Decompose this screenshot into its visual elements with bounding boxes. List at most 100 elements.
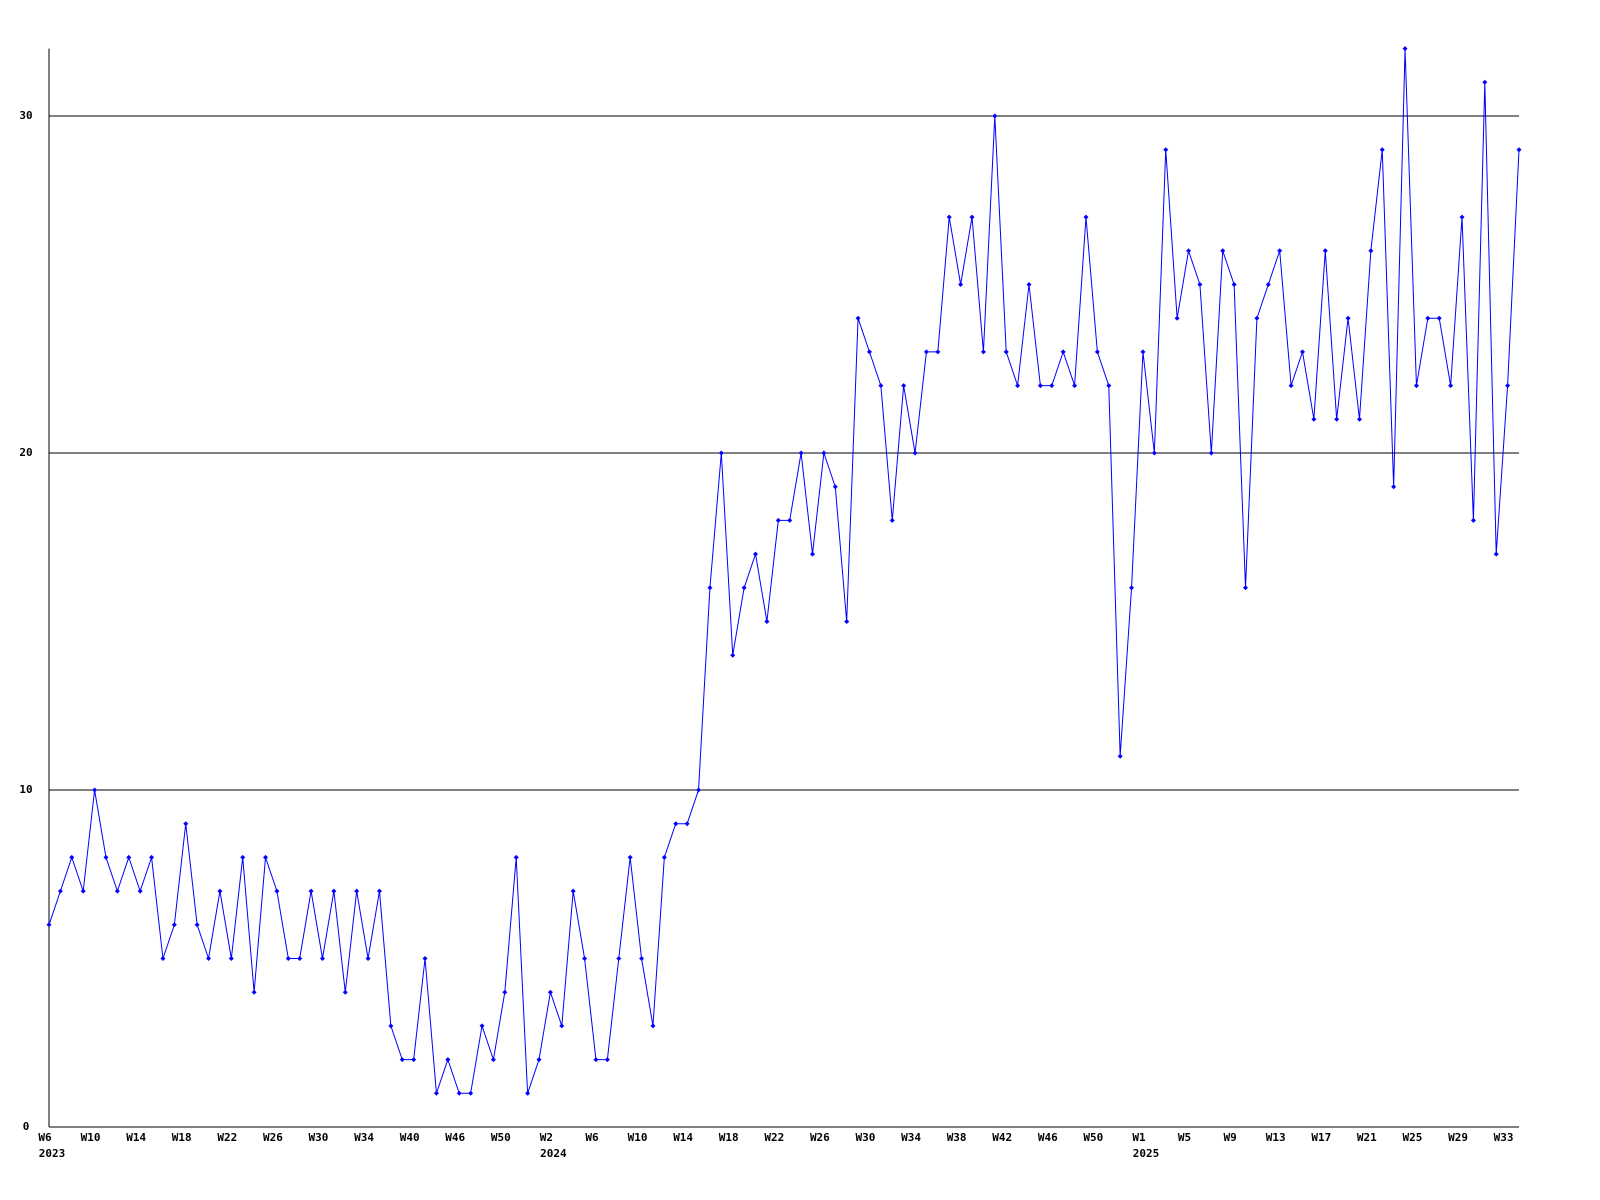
- x-tick-label: W30: [856, 1131, 876, 1144]
- data-point: [183, 821, 189, 827]
- x-year-label: 2025: [1133, 1147, 1160, 1160]
- data-point: [1322, 248, 1328, 254]
- data-point: [251, 989, 257, 995]
- data-point: [844, 619, 850, 624]
- x-tick-label: W33: [1494, 1131, 1514, 1144]
- x-tick-label: W50: [1083, 1131, 1103, 1144]
- x-tick-label: W10: [628, 1131, 648, 1144]
- data-point: [1106, 383, 1112, 389]
- data-point: [1516, 147, 1522, 153]
- data-point: [1505, 383, 1511, 389]
- data-point: [388, 1023, 394, 1029]
- data-point: [1220, 248, 1226, 254]
- data-point: [319, 956, 325, 961]
- data-point: [1265, 282, 1271, 287]
- data-point: [1129, 585, 1135, 591]
- x-tick-label: W25: [1403, 1131, 1423, 1144]
- data-point: [1243, 585, 1249, 591]
- data-point: [741, 585, 747, 591]
- data-point: [46, 922, 52, 928]
- data-point: [593, 1057, 599, 1063]
- x-tick-label: W13: [1266, 1131, 1286, 1144]
- x-tick-label: W26: [810, 1131, 830, 1144]
- data-point: [980, 349, 986, 355]
- data-point: [399, 1057, 405, 1063]
- data-point: [855, 315, 861, 321]
- data-point: [1288, 383, 1294, 389]
- data-point: [1459, 214, 1465, 220]
- data-point: [1402, 46, 1408, 52]
- x-tick-label: W29: [1448, 1131, 1468, 1144]
- data-point: [696, 787, 702, 793]
- data-point: [1345, 315, 1351, 321]
- x-tick-label: W34: [354, 1131, 374, 1144]
- data-point: [69, 854, 75, 860]
- data-point: [832, 484, 838, 490]
- data-point: [1151, 450, 1157, 456]
- data-point: [274, 888, 280, 894]
- data-point: [1072, 383, 1078, 389]
- data-point: [513, 854, 519, 860]
- data-point: [536, 1057, 542, 1063]
- data-point: [263, 854, 269, 860]
- x-tick-label: W22: [217, 1131, 237, 1144]
- data-point: [1368, 248, 1374, 254]
- data-point: [1037, 383, 1043, 389]
- data-point: [376, 888, 382, 894]
- data-point: [604, 1057, 610, 1063]
- data-point: [1413, 383, 1419, 389]
- data-point: [627, 854, 633, 860]
- x-tick-label: W26: [263, 1131, 283, 1144]
- data-point: [1436, 315, 1442, 321]
- data-point: [1003, 349, 1009, 355]
- data-point: [1208, 450, 1214, 456]
- data-point: [775, 517, 781, 523]
- data-point: [764, 619, 770, 624]
- x-tick-label: W46: [445, 1131, 465, 1144]
- x-tick-label: W6: [38, 1131, 52, 1144]
- data-point: [525, 1090, 531, 1096]
- data-point: [1163, 147, 1169, 153]
- x-year-label: 2024: [540, 1147, 567, 1160]
- data-point: [1049, 383, 1055, 389]
- data-point: [901, 383, 907, 389]
- data-point: [753, 551, 759, 557]
- data-point: [57, 888, 63, 894]
- data-point: [559, 1023, 565, 1029]
- data-point: [137, 888, 143, 894]
- data-point: [958, 282, 964, 287]
- data-point: [206, 956, 212, 961]
- data-point: [456, 1090, 462, 1096]
- data-point: [912, 450, 918, 456]
- y-tick-label: 10: [19, 783, 32, 796]
- data-point: [80, 888, 86, 894]
- data-point: [92, 787, 98, 793]
- data-point: [1186, 248, 1192, 254]
- data-point: [114, 888, 120, 894]
- data-point: [194, 922, 200, 928]
- data-point: [639, 956, 645, 961]
- data-point: [365, 956, 371, 961]
- x-tick-label: W34: [901, 1131, 921, 1144]
- data-point: [240, 854, 246, 860]
- data-point: [1174, 315, 1180, 321]
- data-point: [1015, 383, 1021, 389]
- data-point: [502, 989, 508, 995]
- x-tick-label: W5: [1178, 1131, 1191, 1144]
- x-tick-label: W21: [1357, 1131, 1377, 1144]
- data-point: [297, 956, 303, 961]
- data-point: [490, 1057, 496, 1063]
- data-point: [616, 956, 622, 961]
- data-point: [1117, 753, 1123, 759]
- data-point: [1379, 147, 1385, 153]
- data-point: [422, 956, 428, 961]
- data-point: [707, 585, 713, 591]
- data-point: [1231, 282, 1237, 287]
- data-point: [331, 888, 337, 894]
- x-tick-label: W30: [309, 1131, 329, 1144]
- data-point: [126, 854, 132, 860]
- data-point: [582, 956, 588, 961]
- data-point: [1277, 248, 1283, 254]
- data-point: [1197, 282, 1203, 287]
- x-tick-label: W18: [172, 1131, 192, 1144]
